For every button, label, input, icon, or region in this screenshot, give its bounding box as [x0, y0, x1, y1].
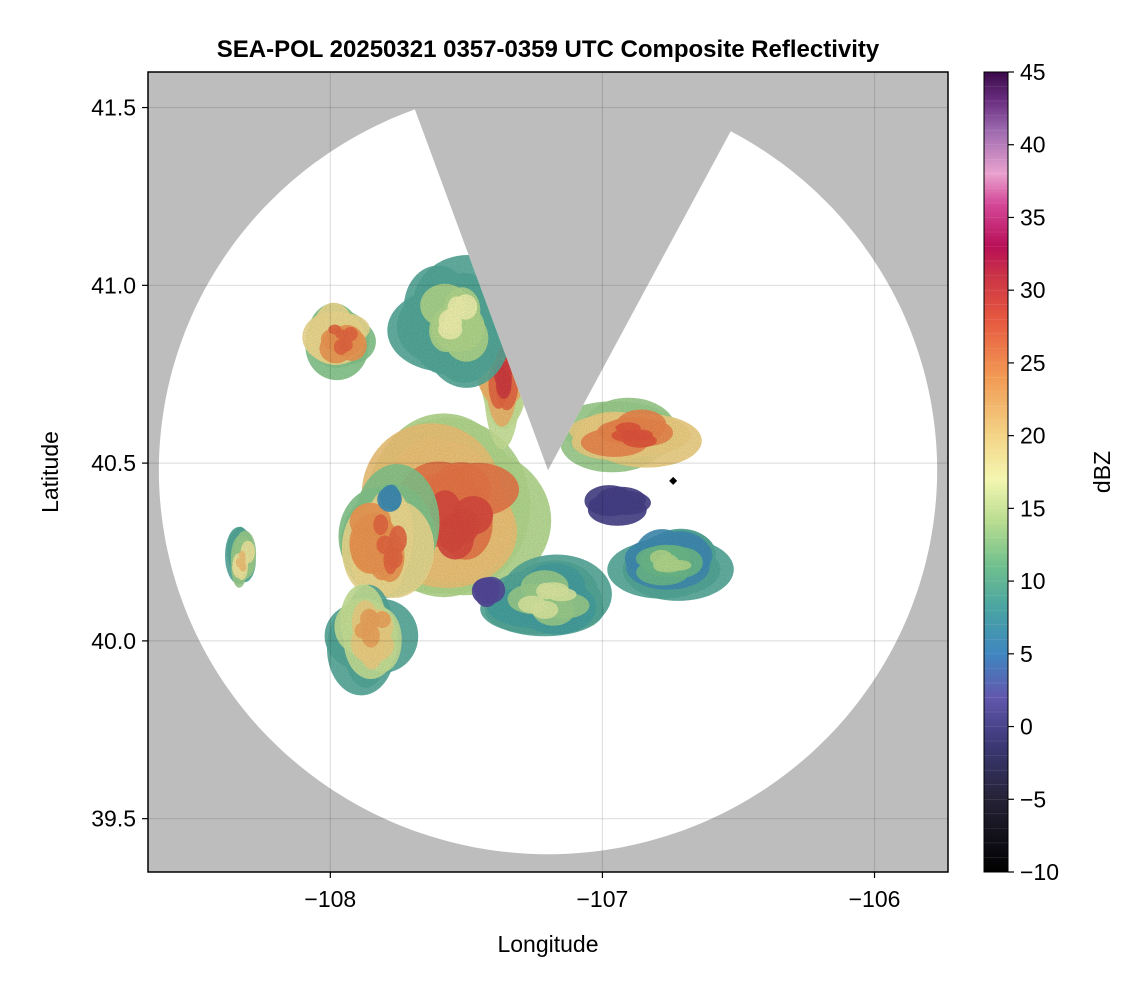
chart-title: SEA-POL 20250321 0357-0359 UTC Composite… [217, 36, 880, 63]
colorbar-tick-label: 45 [1020, 59, 1046, 85]
colorbar-tick-label: 0 [1020, 714, 1033, 740]
echo-weak-echo-south [471, 576, 506, 608]
x-tick-label: −108 [304, 886, 356, 912]
echo-storm-ne-band [555, 397, 702, 473]
colorbar-tick-label: 5 [1020, 641, 1033, 667]
echo-storm-nw [302, 302, 376, 381]
colorbar-gradient [984, 72, 1008, 872]
echo-light-east [607, 528, 734, 601]
colorbar: 45 40 35 30 25 20 15 10 5 0 −5 −10 dBZ [983, 59, 1115, 885]
colorbar-tick-label: 20 [1020, 423, 1046, 449]
x-axis-label: Longitude [497, 931, 598, 957]
colorbar-label: dBZ [1089, 451, 1115, 493]
colorbar-tick-label: 25 [1020, 350, 1046, 376]
x-tick-label: −106 [849, 886, 901, 912]
echo-weak-echo-east [584, 485, 651, 526]
y-tick-label: 41.5 [91, 95, 136, 121]
y-tick-label: 39.5 [91, 806, 136, 832]
echo-light-sw-patch [225, 526, 257, 588]
y-tick-label: 41.0 [91, 272, 136, 298]
plot-area [147, 71, 949, 873]
echo-storm-southwest [324, 584, 419, 696]
echo-weak-echo-west [377, 484, 402, 512]
colorbar-tick-label: 40 [1020, 132, 1046, 158]
site-marker [669, 476, 678, 485]
echo-storm-west [338, 464, 440, 598]
colorbar-tick-label: 10 [1020, 568, 1046, 594]
plot-frame [147, 71, 949, 873]
y-tick-label: 40.0 [91, 628, 136, 654]
y-axis-label: Latitude [37, 431, 63, 513]
colorbar-tick-label: 30 [1020, 277, 1046, 303]
colorbar-tick-label: 15 [1020, 495, 1046, 521]
x-tick-label: −107 [577, 886, 629, 912]
colorbar-tick-label: −10 [1020, 859, 1059, 885]
y-tick-label: 40.5 [91, 450, 136, 476]
echo-light-south [480, 554, 612, 637]
colorbar-tick-label: −5 [1020, 786, 1046, 812]
colorbar-tick-label: 35 [1020, 204, 1046, 230]
colorbar-frame [983, 71, 1009, 873]
